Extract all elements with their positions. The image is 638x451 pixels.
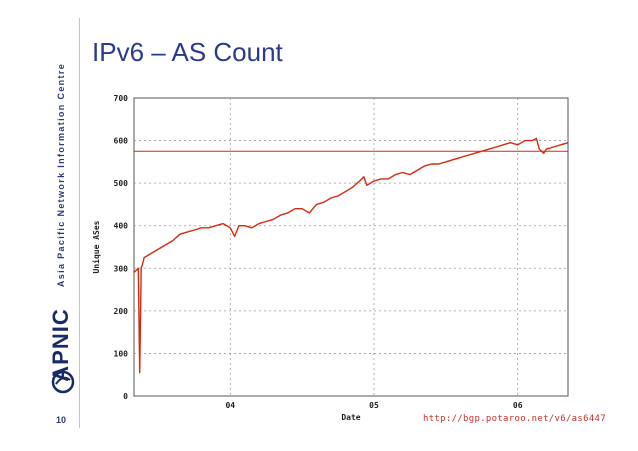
sidebar: Asia Pacific Network Information Centre …	[0, 0, 80, 451]
y-tick-label: 400	[114, 222, 129, 231]
x-axis-label: Date	[341, 413, 360, 422]
as-count-chart: 0 100 200 300 400 500 600 700 04 05 06 Date Unique A…	[91, 94, 569, 422]
y-tick-label: 500	[114, 179, 129, 188]
x-tick-label: 05	[369, 401, 379, 410]
slide-number: 10	[56, 415, 67, 425]
x-tick-label: 04	[225, 401, 235, 410]
y-tick-label: 700	[114, 94, 129, 103]
series-line	[133, 137, 569, 374]
org-name-vertical: Asia Pacific Network Information Centre	[52, 63, 70, 287]
sidebar-divider	[79, 18, 80, 428]
plot-frame	[133, 97, 569, 397]
x-tick-label: 06	[513, 401, 523, 410]
org-name-text: Asia Pacific Network Information Centre	[56, 62, 66, 288]
page-title: IPv6 – AS Count	[92, 37, 283, 67]
apnic-globe-icon	[51, 370, 75, 394]
y-tick-label: 200	[114, 307, 129, 316]
chart-area: 0 100 200 300 400 500 600 700 04 05 06 Date Unique A…	[90, 88, 588, 428]
y-tick-label: 0	[123, 392, 128, 401]
y-tick-label: 600	[114, 137, 129, 146]
y-tick-label: 100	[114, 349, 129, 358]
y-tick-label: 300	[114, 264, 129, 273]
y-axis-label: Unique ASes	[91, 220, 101, 273]
source-link[interactable]: http://bgp.potaroo.net/v6/as6447	[423, 414, 606, 424]
